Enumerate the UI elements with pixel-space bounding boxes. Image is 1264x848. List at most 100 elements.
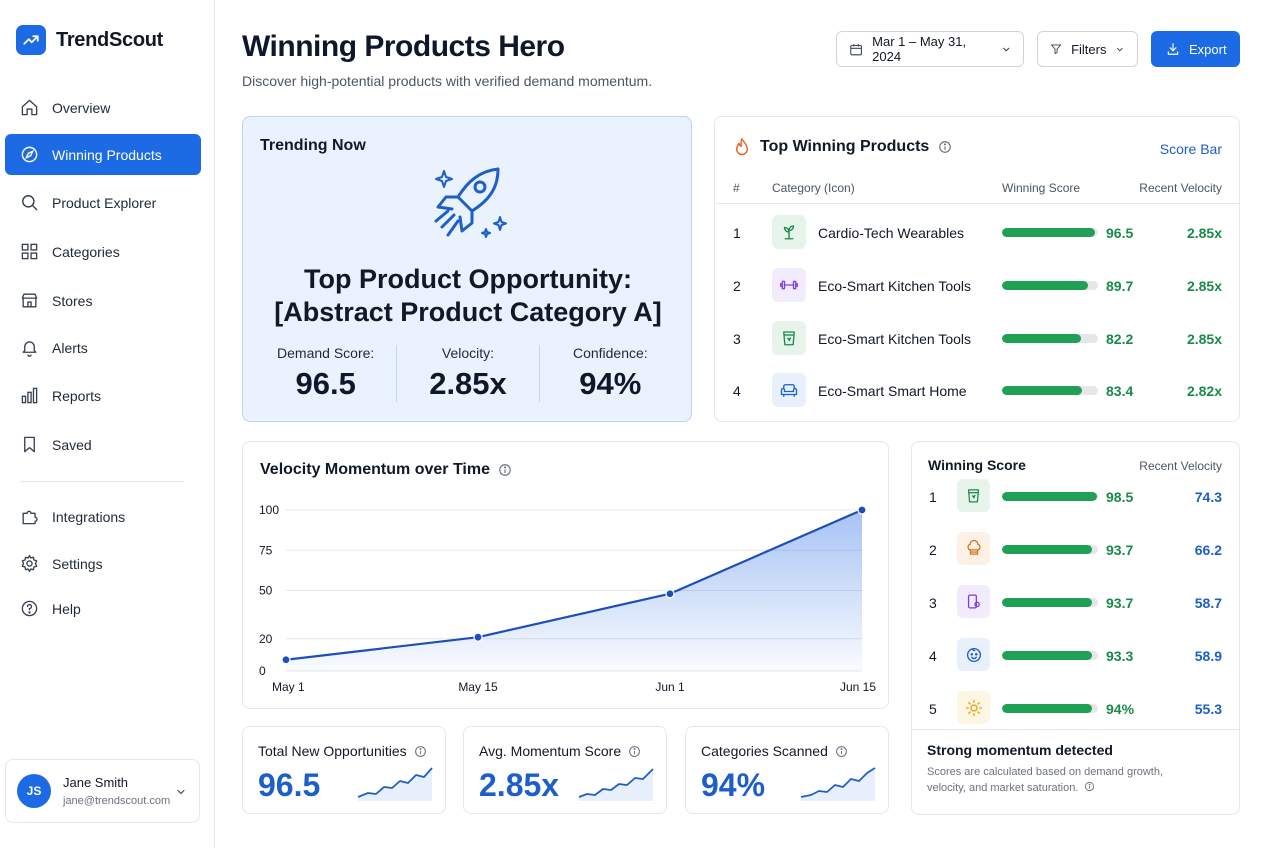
sidebar-item-help[interactable]: Help <box>5 588 201 629</box>
help-icon <box>21 600 38 617</box>
kpi-card-categories-scanned[interactable]: Categories Scanned 94% <box>685 726 889 814</box>
kpi-value: 96.5 <box>258 767 321 803</box>
kpi-card-avg-momentum-score[interactable]: Avg. Momentum Score 2.85x <box>463 726 667 814</box>
row-rank: 4 <box>929 648 937 664</box>
download-icon <box>1167 43 1179 55</box>
velocity-stat: Velocity: 2.85x <box>396 345 538 402</box>
sofa-icon <box>772 373 806 407</box>
sparkline <box>800 767 876 801</box>
sidebar-item-integrations[interactable]: Integrations <box>5 496 201 537</box>
sidebar-item-alerts[interactable]: Alerts <box>5 327 201 368</box>
sidebar-item-stores[interactable]: Stores <box>5 280 201 321</box>
stat-label: Confidence: <box>572 345 648 361</box>
sidebar-item-label: Winning Products <box>52 146 162 163</box>
kpi-label-row: Avg. Momentum Score <box>479 743 641 759</box>
sidebar-item-settings[interactable]: Settings <box>5 543 201 584</box>
row-rank: 2 <box>733 278 741 294</box>
sun-icon <box>957 691 990 724</box>
data-point[interactable] <box>857 505 867 515</box>
logo[interactable]: TrendScout <box>16 25 163 55</box>
momentum-title: Strong momentum detected <box>927 742 1113 758</box>
data-point[interactable] <box>281 655 291 665</box>
hero-label: Trending Now <box>260 137 366 154</box>
info-icon[interactable] <box>1084 781 1095 792</box>
recent-velocity: 55.3 <box>1194 701 1222 717</box>
user-menu[interactable]: JS Jane Smith jane@trendscout.com <box>5 759 200 823</box>
date-range-picker[interactable]: Mar 1 – May 31, 2024 <box>836 31 1024 67</box>
list-item[interactable]: 5 94% 55.3 <box>912 691 1239 727</box>
device-icon <box>957 585 990 618</box>
chevron-down-icon[interactable] <box>175 786 187 798</box>
winning-score: 83.4 <box>1106 383 1134 399</box>
score-bar <box>1002 334 1098 343</box>
hero-stats: Demand Score: 96.5 Velocity: 2.85x Confi… <box>255 345 681 402</box>
list-item[interactable]: 2 93.7 66.2 <box>912 532 1239 568</box>
kpi-card-total-new-opportunities[interactable]: Total New Opportunities 96.5 <box>242 726 446 814</box>
sidebar-item-winning-products[interactable]: Winning Products <box>5 134 201 175</box>
trending-hero-card[interactable]: Trending Now Top Product Opportunity: [A… <box>242 116 692 422</box>
data-point[interactable] <box>473 632 483 642</box>
info-icon[interactable] <box>498 463 512 477</box>
list-item[interactable]: 4 93.3 58.9 <box>912 638 1239 674</box>
sparkline <box>357 767 433 801</box>
sidebar-item-label: Overview <box>52 99 111 116</box>
score-bar <box>1002 228 1098 237</box>
sidebar-item-overview[interactable]: Overview <box>5 87 201 128</box>
kpi-value: 94% <box>701 767 766 803</box>
table-row[interactable]: 2 Eco-Smart Kitchen Tools 89.7 2.85x <box>715 266 1239 306</box>
kpi-label-row: Total New Opportunities <box>258 743 427 759</box>
bar-chart-icon <box>21 387 38 404</box>
nav-divider <box>20 481 184 482</box>
table-row[interactable]: 3 Eco-Smart Kitchen Tools 82.2 2.85x <box>715 319 1239 359</box>
recent-velocity: 2.85x <box>1186 331 1222 347</box>
search-icon <box>22 195 38 211</box>
sidebar-item-product-explorer[interactable]: Product Explorer <box>5 182 201 223</box>
row-rank: 2 <box>929 542 937 558</box>
score-bar-fill <box>1002 704 1093 713</box>
info-icon[interactable] <box>628 745 641 758</box>
table-row[interactable]: 4 Eco-Smart Smart Home 83.4 2.82x <box>715 371 1239 411</box>
sidebar-item-reports[interactable]: Reports <box>5 375 201 416</box>
sidebar-item-saved[interactable]: Saved <box>5 424 201 465</box>
winning-score: 93.7 <box>1106 595 1134 611</box>
user-email: jane@trendscout.com <box>63 795 171 807</box>
chevron-down-icon <box>1002 47 1009 52</box>
sidebar-item-label: Alerts <box>52 339 88 356</box>
calendar-icon <box>850 43 862 55</box>
stat-value: 94% <box>579 366 642 401</box>
user-name: Jane Smith <box>63 775 129 790</box>
list-item[interactable]: 3 93.7 58.7 <box>912 585 1239 621</box>
chart-title: Velocity Momentum over Time <box>260 461 490 478</box>
score-bar <box>1002 651 1098 660</box>
column-header-score: Winning Score <box>928 457 1026 473</box>
score-bar-fill <box>1002 545 1092 554</box>
sidebar-item-label: Saved <box>52 436 92 453</box>
data-point[interactable] <box>665 589 675 599</box>
column-header-rank: # <box>733 181 740 195</box>
winning-score: 93.3 <box>1106 648 1134 664</box>
filters-button[interactable]: Filters <box>1037 31 1138 67</box>
info-icon[interactable] <box>835 745 848 758</box>
stat-label: Demand Score: <box>277 345 375 361</box>
info-icon[interactable] <box>938 140 952 154</box>
score-bar-link[interactable]: Score Bar <box>1159 141 1222 157</box>
page-subtitle: Discover high-potential products with ve… <box>242 73 653 89</box>
score-bar <box>1002 281 1098 290</box>
score-bar-fill <box>1002 334 1081 343</box>
export-button[interactable]: Export <box>1151 31 1240 67</box>
cup-icon <box>772 321 806 355</box>
sidebar-item-categories[interactable]: Categories <box>5 231 201 272</box>
score-bar <box>1002 598 1098 607</box>
recent-velocity: 58.9 <box>1194 648 1222 664</box>
table-row[interactable]: 1 Cardio-Tech Wearables 96.5 2.85x <box>715 213 1239 253</box>
info-icon[interactable] <box>414 745 427 758</box>
card-header: Velocity Momentum over Time <box>260 461 512 479</box>
list-item[interactable]: 1 98.5 74.3 <box>912 479 1239 515</box>
y-tick-label: 75 <box>259 543 273 557</box>
y-tick-label: 100 <box>259 503 279 517</box>
x-tick-label: May 15 <box>458 680 498 694</box>
hero-title: Top Product Opportunity: [Abstract Produ… <box>243 263 693 329</box>
plant-icon <box>772 215 806 249</box>
velocity-chart: 0 20 50 75 100 May 1 May 15 Jun 1 Jun 15 <box>259 503 876 694</box>
gear-icon <box>21 554 38 573</box>
